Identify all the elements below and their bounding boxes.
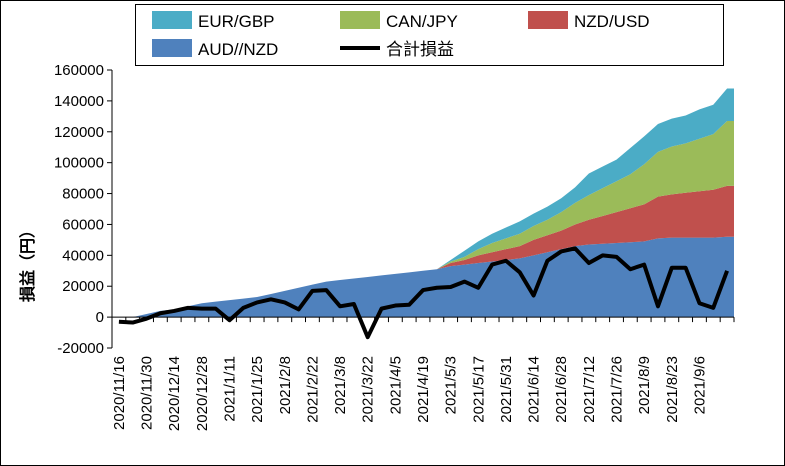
x-tick-label: 2021/5/31 xyxy=(498,356,515,423)
axes: 160000 140000 120000 100000 80000 60000 40000 2… xyxy=(54,62,735,431)
y-tick-label: 80000 xyxy=(62,186,104,203)
legend-label: AUD//NZD xyxy=(198,40,278,59)
line-series-total xyxy=(118,246,729,340)
x-tick-label: 2021/4/19 xyxy=(415,356,432,423)
legend-box xyxy=(135,4,724,66)
x-tick-label: 2021/7/12 xyxy=(581,356,598,423)
x-tick-label: 2021/2/8 xyxy=(277,356,294,414)
x-tick-label: 2021/1/11 xyxy=(221,356,238,422)
x-tick-label: 2021/9/6 xyxy=(691,356,708,414)
legend-swatch-nzd-usd xyxy=(528,11,568,29)
x-tick-label: 2020/12/14 xyxy=(166,356,183,431)
y-tick-label: -20000 xyxy=(57,340,104,357)
y-tick-label: 160000 xyxy=(54,62,104,79)
area-series-aud-nzd xyxy=(112,236,734,318)
y-tick-label: 0 xyxy=(96,309,104,326)
x-tick-label: 2021/5/17 xyxy=(470,356,487,423)
area-series-nzd-usd xyxy=(112,185,734,318)
plot-area xyxy=(112,88,734,340)
x-tick-label: 2021/5/3 xyxy=(443,356,460,414)
legend-swatch-eur-gbp xyxy=(152,11,192,29)
y-tick-label: 140000 xyxy=(54,93,104,110)
x-tick-label: 2021/3/8 xyxy=(332,356,349,414)
legend-label: 合計損益 xyxy=(386,40,454,59)
x-tick-label: 2020/12/28 xyxy=(194,356,211,431)
y-tick-label: 60000 xyxy=(62,216,104,233)
y-tick-label: 40000 xyxy=(62,247,104,264)
x-tick-label: 2021/7/26 xyxy=(609,356,626,423)
legend-label: NZD/USD xyxy=(574,12,650,31)
legend-label: CAN/JPY xyxy=(386,12,458,31)
y-tick-label: 100000 xyxy=(54,155,104,172)
legend-swatch-aud-nzd xyxy=(152,39,192,57)
legend-swatch-can-jpy xyxy=(340,11,380,29)
x-tick-label: 2021/6/14 xyxy=(526,356,543,423)
x-tick-label: 2021/8/9 xyxy=(636,356,653,414)
x-tick-label: 2021/4/5 xyxy=(387,356,404,414)
legend-label: EUR/GBP xyxy=(198,12,275,31)
y-tick-label: 120000 xyxy=(54,124,104,141)
x-tick-label: 2021/6/28 xyxy=(553,356,570,423)
x-tick-label: 2020/11/16 xyxy=(111,356,128,430)
y-axis-title: 損益（円） xyxy=(18,222,37,302)
x-tick-label: 2020/11/30 xyxy=(139,356,156,430)
x-tick-label: 2021/1/25 xyxy=(249,356,266,423)
x-tick-label: 2021/8/23 xyxy=(664,356,681,423)
legend: EUR/GBP CAN/JPY NZD/USD AUD//NZD 合計損益 xyxy=(135,4,724,66)
x-tick-label: 2021/3/22 xyxy=(360,356,377,423)
x-tick-label: 2021/2/22 xyxy=(304,356,321,423)
y-tick-label: 20000 xyxy=(62,278,104,295)
